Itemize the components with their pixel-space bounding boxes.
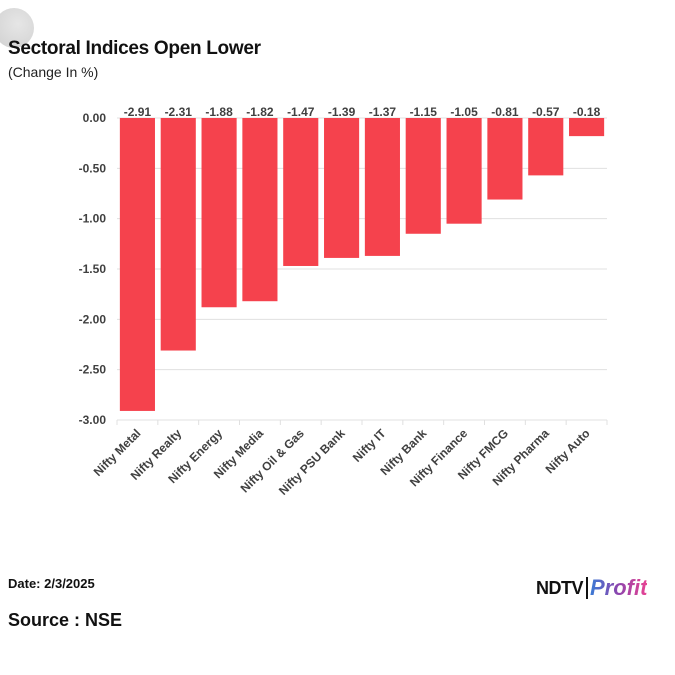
y-tick-label: -3.00 [79, 413, 107, 427]
y-tick-label: -0.50 [79, 161, 107, 175]
bar-chart: 0.00 -0.50 -1.00 -1.50 -2.00 -2.50 -3.00 -2.91 N… [79, 105, 608, 498]
bar [201, 118, 237, 308]
data-label: -2.31 [165, 105, 193, 119]
y-tick-label: -1.50 [79, 262, 107, 276]
data-label: -0.81 [491, 105, 519, 119]
logo-profit-text: Profit [590, 575, 648, 600]
data-label: -1.39 [328, 105, 356, 119]
bar [242, 118, 278, 302]
data-label: -0.18 [573, 105, 601, 119]
bar [324, 118, 360, 258]
bar [119, 118, 155, 411]
bar [528, 118, 564, 176]
bar [446, 118, 482, 224]
y-tick-label: 0.00 [83, 111, 107, 125]
data-label: -1.37 [369, 105, 397, 119]
bar [364, 118, 400, 256]
logo-ndtv-text: NDTV [536, 577, 584, 598]
y-tick-label: -2.50 [79, 363, 107, 377]
category-label: Nifty IT [350, 426, 389, 465]
date-label: Date: 2/3/2025 [8, 576, 95, 591]
source-label: Source : NSE [8, 610, 123, 630]
y-tick-label: -1.00 [79, 212, 107, 226]
data-label: -0.57 [532, 105, 560, 119]
data-label: -1.05 [450, 105, 478, 119]
category-label: Nifty Auto [543, 426, 593, 476]
bar [283, 118, 319, 266]
data-label: -1.88 [205, 105, 233, 119]
chart-title: Sectoral Indices Open Lower [8, 38, 261, 59]
logo-separator [586, 577, 588, 599]
data-label: -1.15 [410, 105, 438, 119]
data-label: -2.91 [124, 105, 152, 119]
bar [487, 118, 523, 200]
ndtv-profit-logo: NDTV Profit [536, 574, 647, 602]
bar [569, 118, 605, 137]
chart-subtitle: (Change In %) [8, 64, 99, 80]
bar [405, 118, 441, 234]
data-label: -1.82 [246, 105, 274, 119]
y-tick-label: -2.00 [79, 312, 107, 326]
data-label: -1.47 [287, 105, 315, 119]
corner-decoration [0, 8, 34, 48]
bar [160, 118, 196, 351]
